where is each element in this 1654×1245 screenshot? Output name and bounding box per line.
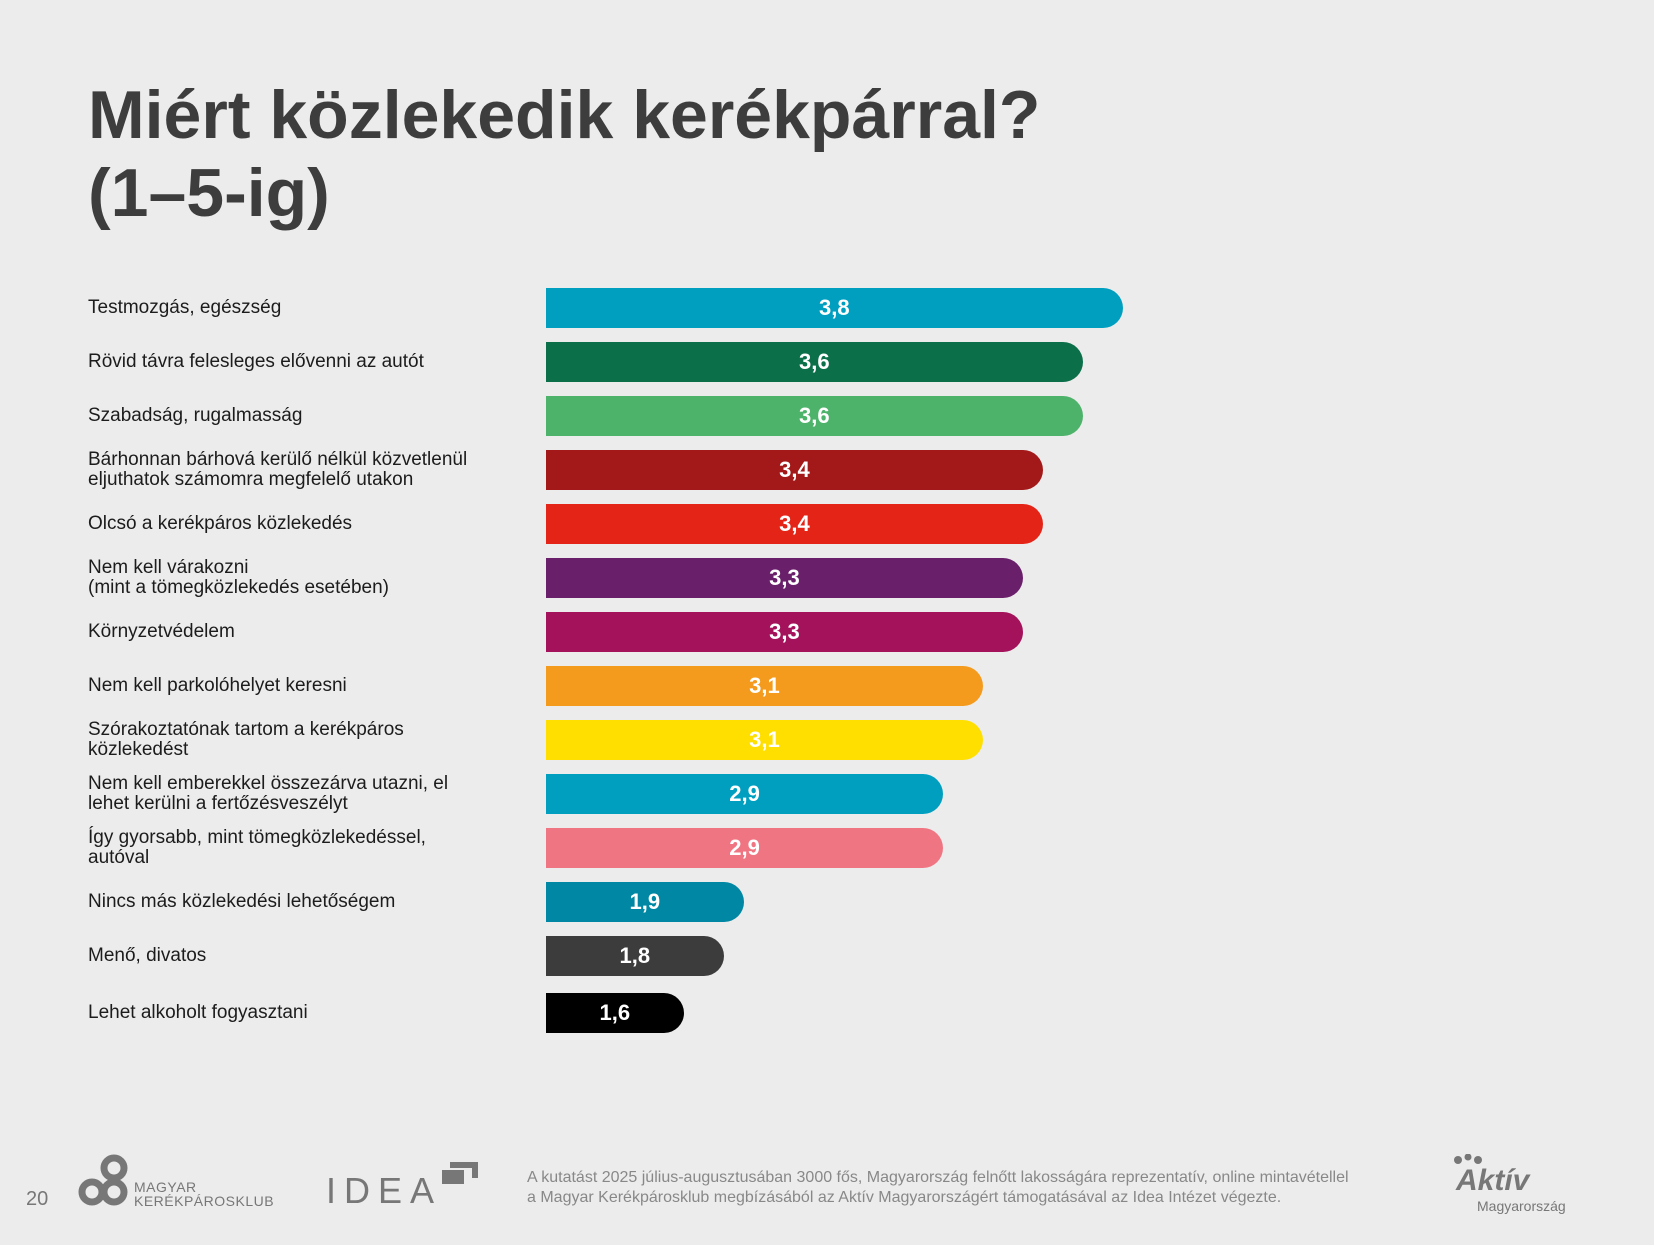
bar: 3,3 (546, 612, 1023, 652)
bar: 3,6 (546, 396, 1083, 436)
value-label: 3,6 (799, 349, 830, 374)
bar: 2,9 (546, 774, 944, 814)
page-title: Miért közlekedik kerékpárral? (1–5-ig) (88, 76, 1040, 232)
chart-row: Olcsó a kerékpáros közlekedés 3,4 (0, 504, 1654, 544)
magyar-kerekparosklub-logo: MAGYAR KERÉKPÁROSKLUB (78, 1154, 288, 1214)
bar: 1,9 (546, 882, 744, 922)
title-line-2: (1–5-ig) (88, 155, 330, 231)
value-label: 3,8 (819, 295, 850, 320)
category-label: Nem kell várakozni (mint a tömegközleked… (88, 557, 389, 598)
chart-row: Bárhonnan bárhová kerülő nélkül közvetle… (0, 450, 1654, 490)
category-label: Környzetvédelem (88, 621, 235, 642)
category-label: Bárhonnan bárhová kerülő nélkül közvetle… (88, 449, 468, 490)
category-label: Rövid távra felesleges elővenni az autót (88, 351, 424, 372)
value-label: 3,3 (769, 565, 800, 590)
value-label: 3,1 (749, 673, 780, 698)
chart-row: Környzetvédelem 3,3 (0, 612, 1654, 652)
bar: 3,8 (546, 288, 1123, 328)
category-label: Nincs más közlekedési lehetőségem (88, 891, 396, 912)
bar: 3,1 (546, 666, 983, 706)
idea-square-icon (442, 1162, 478, 1184)
value-label: 3,4 (779, 511, 810, 536)
category-label: Testmozgás, egészség (88, 297, 282, 318)
chart-row: Nincs más közlekedési lehetőségem 1,9 (0, 882, 1654, 922)
chart-row: Menő, divatos 1,8 (0, 936, 1654, 976)
chart-row: Testmozgás, egészség 3,8 (0, 288, 1654, 328)
note-line2: a Magyar Kerékpárosklub megbízásából az … (527, 1189, 1282, 1206)
category-label: Lehet alkoholt fogyasztani (88, 1002, 308, 1023)
bar: 3,6 (546, 342, 1083, 382)
logo1-line2: KERÉKPÁROSKLUB (134, 1193, 275, 1209)
value-label: 1,6 (599, 1000, 631, 1025)
category-label: Így gyorsabb, mint tömegközlekedéssel, a… (88, 827, 426, 868)
chart-row: Lehet alkoholt fogyasztani 1,6 (0, 993, 1654, 1033)
bike-club-circles-icon (78, 1154, 128, 1206)
methodology-note: A kutatást 2025 július-augusztusában 300… (527, 1168, 1407, 1208)
chart-row: Nem kell várakozni (mint a tömegközleked… (0, 558, 1654, 598)
chart-row: Rövid távra felesleges elővenni az autót… (0, 342, 1654, 382)
chart-row: Szórakoztatónak tartom a kerékpáros közl… (0, 720, 1654, 760)
chart-row: Így gyorsabb, mint tömegközlekedéssel, a… (0, 828, 1654, 868)
logo3-line1: Aktív (1456, 1164, 1530, 1197)
value-label: 2,9 (729, 835, 760, 860)
category-label: Olcsó a kerékpáros közlekedés (88, 513, 353, 534)
bar: 3,3 (546, 558, 1023, 598)
bar: 3,4 (546, 504, 1043, 544)
value-label: 1,9 (629, 889, 661, 914)
bar: 1,6 (546, 993, 684, 1033)
category-label: Szabadság, rugalmasság (88, 405, 303, 426)
logo1-line1: MAGYAR (134, 1179, 197, 1195)
value-label: 3,6 (799, 403, 830, 428)
title-line-1: Miért közlekedik kerékpárral? (88, 77, 1041, 153)
bar: 3,1 (546, 720, 983, 760)
value-label: 1,8 (619, 943, 651, 968)
page-number: 20 (26, 1188, 49, 1210)
chart-row: Nem kell parkolóhelyet keresni 3,1 (0, 666, 1654, 706)
figure-icon (1454, 1154, 1482, 1164)
bar: 2,9 (546, 828, 944, 868)
bar: 3,4 (546, 450, 1043, 490)
idea-logo-text: IDEA (326, 1170, 443, 1211)
footer: 20 MAGYAR KERÉKPÁROSKLUB IDEA A kutatást … (0, 1150, 1654, 1220)
chart-row: Szabadság, rugalmasság 3,6 (0, 396, 1654, 436)
category-label: Menő, divatos (88, 945, 207, 966)
chart-row: Nem kell emberekkel összezárva utazni, e… (0, 774, 1654, 814)
idea-logo: IDEA (326, 1162, 478, 1212)
category-label: Szórakoztatónak tartom a kerékpáros közl… (88, 719, 404, 760)
logo3-line2: Magyarország (1477, 1198, 1566, 1214)
bar: 1,8 (546, 936, 724, 976)
value-label: 3,1 (749, 727, 780, 752)
category-label: Nem kell parkolóhelyet keresni (88, 675, 347, 696)
note-line1: A kutatást 2025 július-augusztusában 300… (527, 1169, 1349, 1186)
category-label: Nem kell emberekkel összezárva utazni, e… (88, 773, 449, 814)
value-label: 3,3 (769, 619, 800, 644)
value-label: 3,4 (779, 457, 810, 482)
value-label: 2,9 (729, 781, 760, 806)
